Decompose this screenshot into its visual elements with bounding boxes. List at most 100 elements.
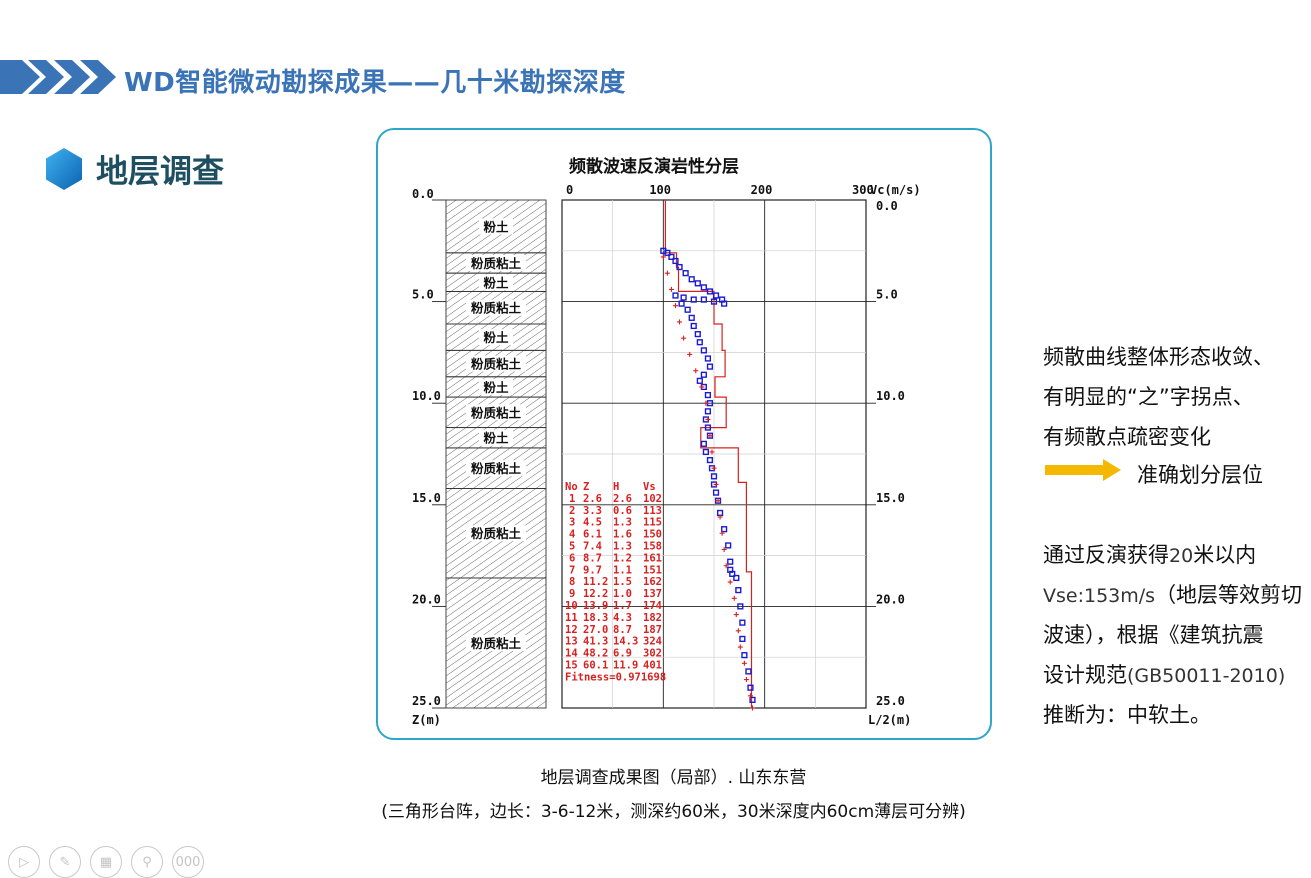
table-cell: 1.5 xyxy=(613,576,632,588)
theoretical-point xyxy=(741,660,747,666)
observed-point xyxy=(700,284,707,291)
result-text-c: （地层等效剪切 xyxy=(1155,583,1303,607)
layer-label-bg xyxy=(479,429,513,446)
theoretical-point xyxy=(672,303,678,309)
observed-point xyxy=(688,276,695,283)
observed-point xyxy=(741,652,748,659)
table-cell: 1.7 xyxy=(613,600,632,612)
table-cell: 4 xyxy=(569,529,575,541)
table-cell: 4.5 xyxy=(583,517,602,529)
slides-icon[interactable]: ▦ xyxy=(90,846,122,878)
conclusion-text: 准确划分层位 xyxy=(1137,463,1263,487)
layer-label: 粉土 xyxy=(483,380,509,395)
table-cell: 1.3 xyxy=(613,517,632,529)
table-cell: 6.1 xyxy=(583,529,602,541)
result-line-5: 推断为：中软土。 xyxy=(1043,703,1211,727)
table-cell: 161 xyxy=(643,552,662,564)
layer-label-bg xyxy=(466,634,526,651)
observed-point xyxy=(721,300,728,307)
result-line-1: 通过反演获得20米以内 xyxy=(1043,539,1256,569)
observed-point xyxy=(682,270,689,277)
theoretical-point xyxy=(693,368,699,374)
table-cell: 2 xyxy=(569,505,575,517)
theoretical-point xyxy=(717,514,723,520)
layer-label: 粉质粘土 xyxy=(471,526,522,541)
slideshow-nav: ▷ ✎ ▦ ⚲ 000 xyxy=(8,846,204,878)
table-cell: 1 xyxy=(569,493,575,505)
theoretical-point xyxy=(707,433,713,439)
theoretical-point xyxy=(687,351,693,357)
left-tick-label: 15.0 xyxy=(412,491,441,505)
result-depth: 20 xyxy=(1169,545,1194,567)
table-cell: 15 xyxy=(565,660,578,672)
layer-label: 粉质粘土 xyxy=(471,405,522,420)
analysis-line-3: 有频散点疏密变化 xyxy=(1043,425,1211,449)
table-cell: 1.6 xyxy=(613,529,632,541)
layer-label: 粉土 xyxy=(483,431,509,446)
play-icon[interactable]: ▷ xyxy=(8,846,40,878)
figure-caption: 地层调查成果图（局部）. 山东东营 xyxy=(540,768,807,788)
observed-point xyxy=(710,298,718,305)
theoretical-point xyxy=(731,595,737,601)
figure-frame: 频散波速反演岩性分层 0.0 5.0 10.0 15.0 20.0 25.0 Z(m) 粉土… xyxy=(376,128,992,740)
pen-icon[interactable]: ✎ xyxy=(49,846,81,878)
table-cell: 6 xyxy=(569,552,575,564)
left-tick-label: 0.0 xyxy=(412,187,434,201)
observed-point xyxy=(700,371,707,378)
theoretical-point xyxy=(733,612,739,618)
table-cell: 10 xyxy=(565,600,578,612)
top-tick-label: 300 xyxy=(852,183,874,197)
observed-point xyxy=(684,306,691,313)
result-text-a: 通过反演获得 xyxy=(1043,543,1169,567)
theoretical-point xyxy=(715,498,721,504)
page-title: WD智能微动勘探成果——几十米勘探深度 xyxy=(124,68,626,98)
table-cell: 1.3 xyxy=(613,541,632,553)
theoretical-point xyxy=(668,286,674,292)
observed-point xyxy=(700,440,707,447)
yellow-arrow-icon xyxy=(1045,459,1121,481)
observed-point xyxy=(704,355,712,362)
dispersion-inversion-figure: 频散波速反演岩性分层 0.05.010.015.020.025.0Z(m) 粉土… xyxy=(412,156,921,727)
observed-point xyxy=(712,489,720,496)
chevron-arrows-icon xyxy=(0,60,116,94)
table-cell: 18.3 xyxy=(583,612,608,624)
theoretical-point xyxy=(727,579,733,585)
table-header: Vs xyxy=(643,481,656,493)
table-header: No xyxy=(565,481,578,493)
observed-point xyxy=(694,331,701,338)
left-tick-label: 25.0 xyxy=(412,694,441,708)
observed-point xyxy=(706,363,714,370)
observed-point xyxy=(739,635,746,643)
table-cell: 11.2 xyxy=(583,576,608,588)
theoretical-point xyxy=(699,384,705,390)
observed-point xyxy=(668,253,675,260)
more-icon[interactable]: 000 xyxy=(172,846,204,878)
theoretical-point xyxy=(677,319,683,325)
theoretical-point xyxy=(723,563,729,569)
theoretical-point xyxy=(709,449,715,455)
table-cell: 8.7 xyxy=(613,624,632,636)
layer-label-bg xyxy=(466,460,526,477)
theoretical-point xyxy=(713,481,719,487)
layer-label: 粉土 xyxy=(483,330,509,345)
result-text-b: 米以内 xyxy=(1193,543,1257,567)
table-header: Z xyxy=(583,481,589,493)
layer-label-bg xyxy=(466,404,526,421)
table-cell: 14 xyxy=(565,648,578,660)
theoretical-point xyxy=(703,400,709,406)
layer-label: 粉质粘土 xyxy=(471,636,522,651)
left-tick-label: 10.0 xyxy=(412,389,441,403)
right-tick-label: 10.0 xyxy=(876,389,905,403)
result-line-2: Vse:153m/s（地层等效剪切 xyxy=(1043,579,1302,609)
theoretical-point xyxy=(737,644,743,650)
observed-point xyxy=(749,696,756,703)
hexagon-icon xyxy=(46,148,82,190)
zoom-icon[interactable]: ⚲ xyxy=(131,846,163,878)
theoretical-point xyxy=(721,547,727,553)
table-cell: 302 xyxy=(643,648,662,660)
table-cell: 8 xyxy=(569,576,575,588)
table-cell: 113 xyxy=(643,505,662,517)
observed-point xyxy=(706,456,714,464)
observed-point xyxy=(680,294,687,301)
table-cell: 0.6 xyxy=(613,505,632,517)
